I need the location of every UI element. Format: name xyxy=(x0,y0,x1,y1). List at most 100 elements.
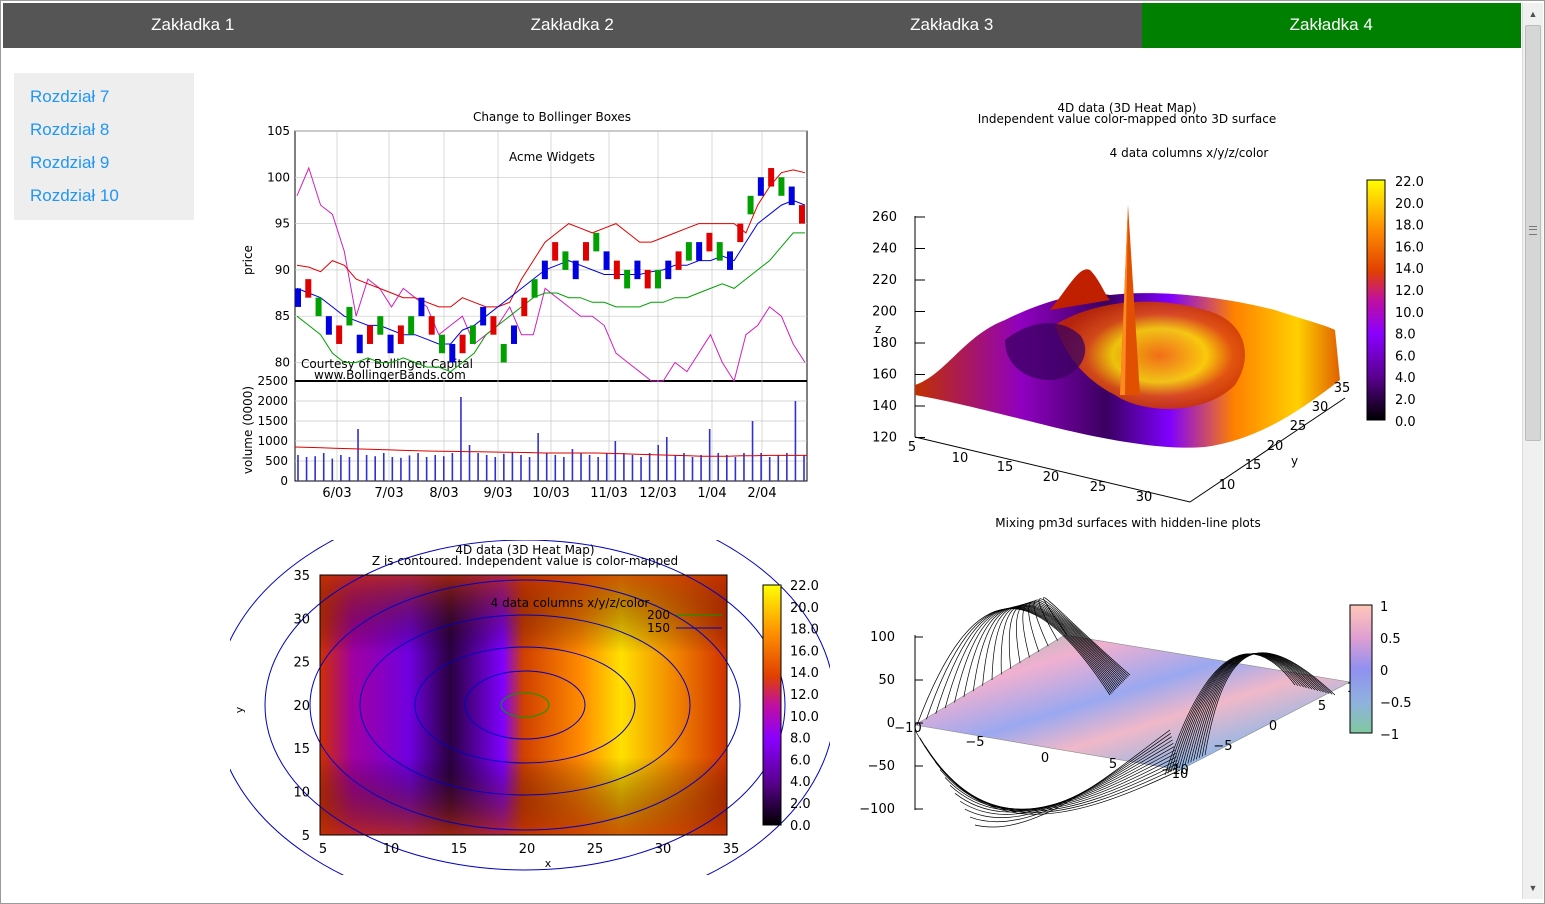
tick-label: 5 xyxy=(1109,757,1117,772)
tick-label: −10 xyxy=(1161,763,1188,778)
series-line xyxy=(296,169,806,308)
chart-subtitle: Z is contoured. Independent value is col… xyxy=(372,554,678,568)
vertical-scrollbar[interactable]: ▲ ▼ xyxy=(1522,3,1543,899)
tick-label: 12.0 xyxy=(1395,284,1424,299)
tick-label: 8/03 xyxy=(429,486,458,501)
tab-zakladka-1[interactable]: Zakładka 1 xyxy=(151,15,235,34)
tick-label: 500 xyxy=(265,454,288,468)
mesh-line xyxy=(1008,603,1123,683)
tick-label: 18.0 xyxy=(1395,219,1424,234)
scroll-up-arrow-icon[interactable]: ▲ xyxy=(1528,9,1538,19)
tick-label: 2/04 xyxy=(747,486,776,501)
contour-line xyxy=(309,579,741,831)
y-axis-label: price xyxy=(241,245,255,275)
legend-label: 200 xyxy=(647,608,670,622)
tick-label: −100 xyxy=(859,802,895,817)
y-axis-label: y xyxy=(1291,454,1298,468)
tick-label: 9/03 xyxy=(483,486,512,501)
candle-box xyxy=(511,325,517,344)
mesh-line xyxy=(1033,599,1128,678)
tab-zakladka-4[interactable]: Zakładka 4 xyxy=(1141,3,1521,48)
chart-annotation: 4 data columns x/y/z/color xyxy=(1110,146,1269,160)
tick-label: 0.5 xyxy=(1380,632,1401,647)
candle-box xyxy=(613,260,620,280)
tick-label: 20 xyxy=(1267,439,1284,454)
mesh-line xyxy=(954,743,1174,813)
mesh-line xyxy=(1204,652,1336,756)
annotation-url: www.BollingerBands.com xyxy=(314,368,466,382)
tick-label: 20.0 xyxy=(1395,197,1424,212)
tick-label: 260 xyxy=(872,210,897,225)
candle-box xyxy=(449,343,456,363)
tick-label: 4.0 xyxy=(1395,371,1416,386)
tick-label: 1000 xyxy=(257,434,288,448)
mesh-line xyxy=(972,606,1118,692)
sidebar-item-rozdzial-10[interactable]: Rozdział 10 xyxy=(30,186,119,205)
tick-label: 2.0 xyxy=(1395,393,1416,408)
candle-box xyxy=(336,325,343,344)
candle-box xyxy=(490,316,497,335)
heatmap-surface-chart: 4D data (3D Heat Map) Independent value … xyxy=(872,101,1424,505)
chart-title: 4D data (3D Heat Map) xyxy=(455,543,594,557)
mesh-line xyxy=(929,753,1178,811)
scroll-down-arrow-icon[interactable]: ▼ xyxy=(1528,883,1538,893)
tick-label: 15 xyxy=(293,742,310,757)
legend-label: 150 xyxy=(647,621,670,635)
tick-label: 0.0 xyxy=(1395,415,1416,430)
plot-frame xyxy=(319,574,728,836)
tab-zakladka-3[interactable]: Zakładka 3 xyxy=(910,15,994,34)
sidebar-item-rozdzial-7[interactable]: Rozdział 7 xyxy=(30,87,110,106)
tick-label: 15 xyxy=(997,460,1014,475)
sidebar-item-rozdzial-8[interactable]: Rozdział 8 xyxy=(30,120,110,139)
tick-label: 16.0 xyxy=(790,644,819,659)
tick-label: 10.0 xyxy=(1395,306,1424,321)
tick-label: 20.0 xyxy=(790,601,819,616)
tick-label: 30 xyxy=(1312,400,1329,415)
tick-label: 240 xyxy=(872,242,897,257)
tick-label: 12.0 xyxy=(790,688,819,703)
tick-label: 5 xyxy=(302,829,310,844)
candle-box xyxy=(418,297,425,317)
candle-box xyxy=(706,232,713,252)
candle-box xyxy=(665,260,672,280)
tick-label: 25 xyxy=(587,842,604,857)
candle-box xyxy=(397,325,404,344)
mesh-line xyxy=(1043,597,1131,676)
top-navigation: Zakładka 1 Zakładka 2 Zakładka 3 Zakładk… xyxy=(3,3,1521,48)
tick-label: 90 xyxy=(275,263,290,277)
candle-box xyxy=(500,343,507,363)
tick-label: 10 xyxy=(1219,478,1236,493)
tick-label: 5 xyxy=(319,842,327,857)
candle-box xyxy=(634,260,641,280)
candle-box xyxy=(459,334,466,354)
candle-box xyxy=(727,251,733,270)
candle-box xyxy=(768,168,775,187)
mesh-line xyxy=(959,739,1173,815)
tick-label: −5 xyxy=(965,735,984,750)
tick-label: 10 xyxy=(293,786,310,801)
mesh-line xyxy=(969,733,1172,823)
mesh-line xyxy=(1000,604,1122,684)
tick-label: 0 xyxy=(1269,719,1277,734)
mixed-surface-chart: Mixing pm3d surfaces with hidden-line pl… xyxy=(859,516,1412,828)
scrollbar-thumb[interactable] xyxy=(1525,25,1541,441)
tick-label: 10 xyxy=(1172,767,1189,782)
tick-label: −10 xyxy=(894,721,921,736)
chart-subtitle: Acme Widgets xyxy=(509,150,595,164)
contour-line xyxy=(264,540,786,871)
candle-box xyxy=(480,306,487,326)
candle-box xyxy=(747,195,754,215)
tick-label: 30 xyxy=(1136,490,1153,505)
heatmap-shading xyxy=(320,575,727,835)
tick-label: 8.0 xyxy=(1395,328,1416,343)
tick-label: 8.0 xyxy=(790,732,811,747)
tab-zakladka-2[interactable]: Zakładka 2 xyxy=(530,15,614,34)
tick-label: 15 xyxy=(1245,458,1262,473)
candle-box xyxy=(387,334,394,354)
candle-box xyxy=(624,269,631,289)
tick-label: 0 xyxy=(1041,751,1049,766)
tick-label: 2500 xyxy=(257,374,288,388)
sidebar-item-rozdzial-9[interactable]: Rozdział 9 xyxy=(30,153,110,172)
colorbar xyxy=(1366,179,1386,421)
tick-label: 200 xyxy=(872,305,897,320)
